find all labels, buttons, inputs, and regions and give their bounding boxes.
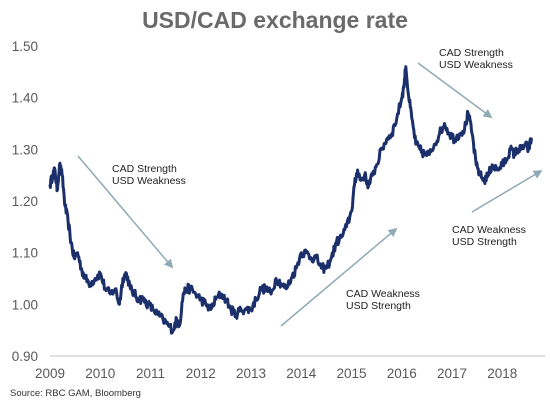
y-tick-label: 1.10: [12, 246, 38, 261]
annotation-text: CAD Strength: [439, 47, 504, 59]
x-tick-label: 2013: [236, 366, 266, 381]
x-tick-label: 2010: [85, 366, 115, 381]
trend-arrow: [77, 155, 174, 269]
trend-arrows: [77, 62, 543, 327]
x-tick-label: 2009: [35, 366, 65, 381]
y-tick-label: 1.50: [12, 39, 38, 54]
y-tick-label: 1.20: [12, 194, 38, 209]
annotation-text: USD Strength: [346, 300, 411, 312]
series-group: [48, 65, 533, 335]
x-tick-label: 2015: [336, 366, 366, 381]
annotation-text: CAD Weakness: [452, 224, 526, 236]
annotation-text: USD Weakness: [112, 175, 186, 187]
x-axis-ticks: 2009 2010 2011 2012 2013 2014 2015 2016 2017 2018: [35, 366, 517, 381]
x-tick-label: 2018: [487, 366, 517, 381]
y-axis-ticks: 1.50 1.40 1.30 1.20 1.10 1.00 0.90: [12, 39, 38, 364]
x-tick-label: 2016: [387, 366, 417, 381]
y-tick-label: 0.90: [12, 349, 38, 364]
x-tick-label: 2011: [136, 366, 165, 381]
trend-arrow: [280, 227, 398, 327]
x-tick-label: 2017: [437, 366, 467, 381]
annotation-text: CAD Weakness: [346, 288, 420, 300]
annotation-text: CAD Strength: [112, 163, 177, 175]
y-tick-label: 1.00: [12, 297, 38, 312]
trend-arrow: [471, 170, 543, 213]
x-tick-label: 2014: [286, 366, 317, 381]
x-tick-label: 2012: [186, 366, 216, 381]
chart-title: USD/CAD exchange rate: [142, 7, 408, 33]
y-tick-label: 1.40: [12, 91, 38, 106]
y-tick-label: 1.30: [12, 142, 38, 157]
source-note: Source: RBC GAM, Bloomberg: [10, 388, 141, 399]
series-line: [48, 65, 533, 335]
trend-arrow: [417, 62, 493, 119]
annotation-text: USD Weakness: [439, 59, 513, 71]
annotation-text: USD Strength: [452, 236, 517, 248]
